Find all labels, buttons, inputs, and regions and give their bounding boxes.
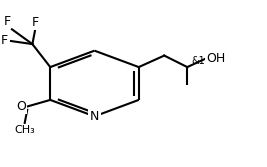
Text: OH: OH — [206, 52, 225, 65]
Text: O: O — [16, 100, 26, 113]
Text: F: F — [31, 16, 38, 29]
Text: &1: &1 — [191, 56, 205, 66]
Text: N: N — [90, 110, 99, 123]
Text: F: F — [3, 16, 11, 29]
Text: F: F — [1, 34, 8, 47]
Text: CH₃: CH₃ — [14, 125, 35, 135]
